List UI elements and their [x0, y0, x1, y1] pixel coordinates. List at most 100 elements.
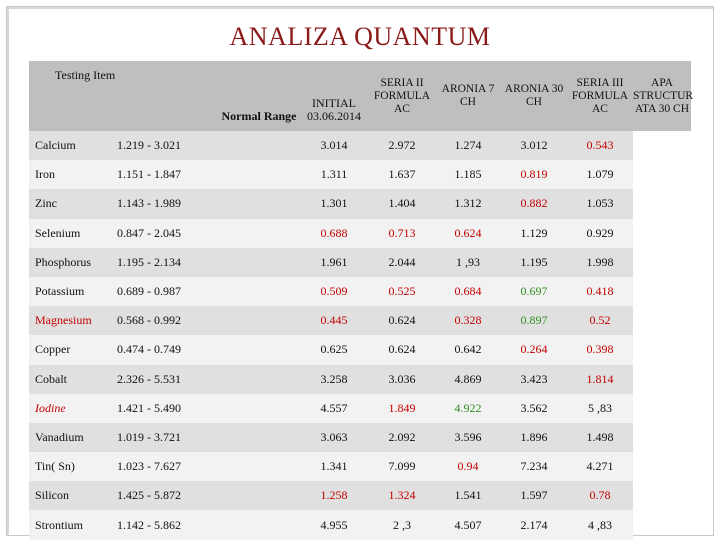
cell-apa-structurata: 0.929 [567, 218, 633, 248]
cell-initial [219, 481, 299, 511]
table-row: Iron 1.151 - 1.847 1.311 1.637 1.185 0.819 1.0… [29, 160, 691, 190]
cell-seria-iii: 7.234 [501, 452, 567, 482]
cell-aronia-30ch: 0.94 [435, 452, 501, 482]
cell-normal-range: 1.195 - 2.134 [109, 247, 219, 277]
cell-seria-ii: 3.014 [299, 131, 369, 161]
table-row: Calcium 1.219 - 3.021 3.014 2.972 1.274 3.012… [29, 131, 691, 161]
cell-initial [219, 306, 299, 336]
cell-seria-ii: 3.258 [299, 364, 369, 394]
cell-seria-iii: 1.195 [501, 247, 567, 277]
cell-seria-ii: 3.063 [299, 422, 369, 453]
cell-apa-structurata: 4 ,83 [567, 510, 633, 540]
cell-normal-range: 1.421 - 5.490 [109, 393, 219, 423]
cell-testing-item: Potassium [29, 276, 109, 307]
header-apa-structurata: APA STRUCTUR ATA 30 CH [633, 61, 693, 131]
cell-seria-iii: 0.264 [501, 335, 567, 365]
header-seria-ii: SERIA II FORMULA AC [369, 61, 435, 131]
cell-aronia-30ch: 1 ,93 [435, 247, 501, 277]
cell-seria-ii: 1.258 [299, 481, 369, 511]
cell-seria-iii: 1.129 [501, 218, 567, 248]
cell-apa-structurata: 1.079 [567, 160, 633, 190]
cell-seria-ii: 0.509 [299, 276, 369, 307]
cell-initial [219, 335, 299, 365]
cell-seria-ii: 1.341 [299, 452, 369, 482]
cell-seria-iii: 3.423 [501, 364, 567, 394]
cell-aronia-30ch: 1.312 [435, 189, 501, 219]
cell-seria-ii: 1.301 [299, 189, 369, 219]
cell-initial [219, 364, 299, 394]
cell-testing-item: Calcium [29, 131, 109, 161]
cell-aronia-7ch: 7.099 [369, 452, 435, 482]
cell-initial [219, 247, 299, 277]
cell-aronia-30ch: 0.328 [435, 306, 501, 336]
cell-testing-item: Copper [29, 335, 109, 365]
results-table: Testing Item Normal Range INITIAL 03.06.… [29, 61, 693, 540]
table-row: Potassium 0.689 - 0.987 0.509 0.525 0.684 0.6… [29, 276, 691, 307]
cell-seria-iii: 2.174 [501, 510, 567, 540]
cell-aronia-30ch: 1.185 [435, 160, 501, 190]
cell-testing-item: Vanadium [29, 422, 109, 453]
cell-testing-item: Tin( Sn) [29, 452, 109, 482]
cell-aronia-30ch: 4.507 [435, 510, 501, 540]
cell-initial [219, 131, 299, 161]
cell-aronia-7ch: 0.624 [369, 335, 435, 365]
cell-apa-structurata: 0.418 [567, 276, 633, 307]
cell-aronia-7ch: 1.404 [369, 189, 435, 219]
cell-aronia-7ch: 1.849 [369, 393, 435, 423]
header-seria-iii: SERIA III FORMULA AC [567, 61, 633, 131]
cell-normal-range: 1.425 - 5.872 [109, 481, 219, 511]
cell-normal-range: 1.151 - 1.847 [109, 160, 219, 190]
cell-seria-ii: 1.311 [299, 160, 369, 190]
cell-aronia-30ch: 4.922 [435, 393, 501, 423]
cell-seria-iii: 1.597 [501, 481, 567, 511]
table-row: Vanadium 1.019 - 3.721 3.063 2.092 3.596 1.89… [29, 422, 691, 453]
cell-seria-iii: 1.896 [501, 422, 567, 453]
header-normal-range: Normal Range [219, 61, 299, 131]
cell-seria-iii: 0.897 [501, 306, 567, 336]
cell-apa-structurata: 5 ,83 [567, 393, 633, 423]
cell-seria-iii: 0.819 [501, 160, 567, 190]
cell-apa-structurata: 1.053 [567, 189, 633, 219]
cell-testing-item: Iron [29, 160, 109, 190]
cell-initial [219, 393, 299, 423]
cell-testing-item: Phosphorus [29, 247, 109, 277]
cell-initial [219, 510, 299, 540]
cell-aronia-7ch: 2.044 [369, 247, 435, 277]
cell-seria-iii: 0.882 [501, 189, 567, 219]
cell-normal-range: 1.023 - 7.627 [109, 452, 219, 482]
cell-normal-range: 0.847 - 2.045 [109, 218, 219, 248]
cell-apa-structurata: 1.814 [567, 364, 633, 394]
header-row: Testing Item Normal Range INITIAL 03.06.… [29, 61, 693, 131]
cell-aronia-30ch: 3.596 [435, 422, 501, 453]
header-testing-item: Testing Item [29, 61, 219, 131]
cell-normal-range: 1.142 - 5.862 [109, 510, 219, 540]
cell-initial [219, 160, 299, 190]
cell-aronia-30ch: 0.624 [435, 218, 501, 248]
cell-seria-ii: 0.445 [299, 306, 369, 336]
cell-aronia-7ch: 2 ,3 [369, 510, 435, 540]
header-aronia-7ch: ARONIA 7 CH [435, 61, 501, 131]
cell-aronia-7ch: 2.972 [369, 131, 435, 161]
cell-seria-ii: 4.557 [299, 393, 369, 423]
cell-apa-structurata: 0.52 [567, 306, 633, 336]
cell-testing-item: Cobalt [29, 364, 109, 394]
table-row: Zinc 1.143 - 1.989 1.301 1.404 1.312 0.882 1.0… [29, 189, 691, 219]
cell-apa-structurata: 0.78 [567, 481, 633, 511]
cell-apa-structurata: 0.398 [567, 335, 633, 365]
table-row: Silicon 1.425 - 5.872 1.258 1.324 1.541 1.597… [29, 481, 691, 511]
cell-apa-structurata: 4.271 [567, 452, 633, 482]
cell-aronia-7ch: 1.324 [369, 481, 435, 511]
table-row: Strontium 1.142 - 5.862 4.955 2 ,3 4.507 2.17… [29, 510, 691, 540]
table-row: Magnesium 0.568 - 0.992 0.445 0.624 0.328 0.8… [29, 306, 691, 336]
cell-normal-range: 0.689 - 0.987 [109, 276, 219, 307]
cell-aronia-7ch: 0.624 [369, 306, 435, 336]
page-title: ANALIZA QUANTUM [229, 22, 491, 51]
cell-normal-range: 2.326 - 5.531 [109, 364, 219, 394]
cell-seria-iii: 0.697 [501, 276, 567, 307]
cell-normal-range: 1.219 - 3.021 [109, 131, 219, 161]
cell-normal-range: 1.143 - 1.989 [109, 189, 219, 219]
cell-testing-item: Iodine [29, 393, 109, 423]
cell-seria-ii: 0.625 [299, 335, 369, 365]
table-row: Cobalt 2.326 - 5.531 3.258 3.036 4.869 3.423 1… [29, 364, 691, 394]
cell-normal-range: 0.474 - 0.749 [109, 335, 219, 365]
